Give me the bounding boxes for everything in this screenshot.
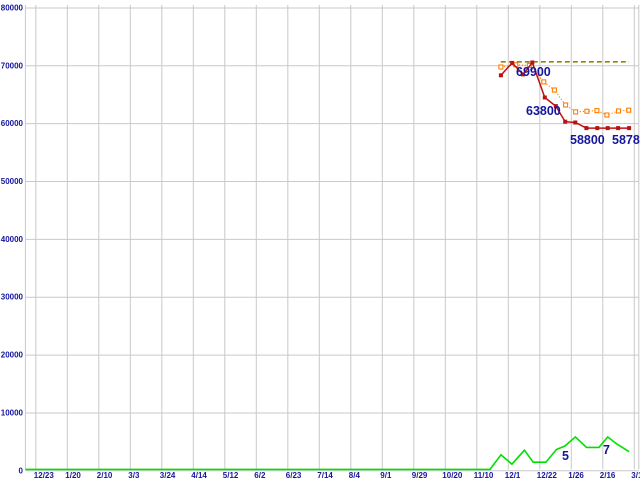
svg-text:9/1: 9/1	[380, 471, 392, 480]
svg-text:10/20: 10/20	[442, 471, 463, 480]
svg-text:50000: 50000	[1, 177, 24, 186]
svg-text:70000: 70000	[1, 61, 24, 70]
svg-text:12/1: 12/1	[505, 471, 521, 480]
svg-text:3/24: 3/24	[160, 471, 176, 480]
svg-text:3/3: 3/3	[128, 471, 140, 480]
svg-text:58800: 58800	[570, 133, 605, 147]
svg-text:30000: 30000	[1, 293, 24, 302]
svg-text:6/23: 6/23	[286, 471, 302, 480]
svg-text:8/4: 8/4	[349, 471, 361, 480]
svg-text:40000: 40000	[1, 235, 24, 244]
svg-text:4/14: 4/14	[191, 471, 207, 480]
svg-text:2/16: 2/16	[600, 471, 616, 480]
svg-text:12/22: 12/22	[537, 471, 558, 480]
svg-text:2/10: 2/10	[97, 471, 113, 480]
svg-text:5/12: 5/12	[223, 471, 239, 480]
svg-text:80000: 80000	[1, 3, 24, 12]
svg-text:7/14: 7/14	[317, 471, 333, 480]
svg-text:9/29: 9/29	[412, 471, 428, 480]
svg-text:6/2: 6/2	[254, 471, 266, 480]
svg-text:10000: 10000	[1, 408, 24, 417]
svg-text:11/10: 11/10	[474, 471, 494, 480]
svg-text:1/20: 1/20	[65, 471, 81, 480]
svg-text:69900: 69900	[516, 65, 551, 79]
svg-text:58780: 58780	[612, 133, 640, 147]
svg-text:20000: 20000	[1, 351, 24, 360]
svg-text:1/26: 1/26	[568, 471, 584, 480]
svg-text:0: 0	[19, 466, 24, 475]
svg-text:63800: 63800	[526, 104, 561, 118]
svg-text:60000: 60000	[1, 119, 24, 128]
svg-text:5: 5	[562, 449, 569, 463]
svg-text:12/23: 12/23	[34, 471, 55, 480]
svg-text:3/1: 3/1	[631, 471, 640, 480]
svg-text:7: 7	[603, 443, 610, 457]
